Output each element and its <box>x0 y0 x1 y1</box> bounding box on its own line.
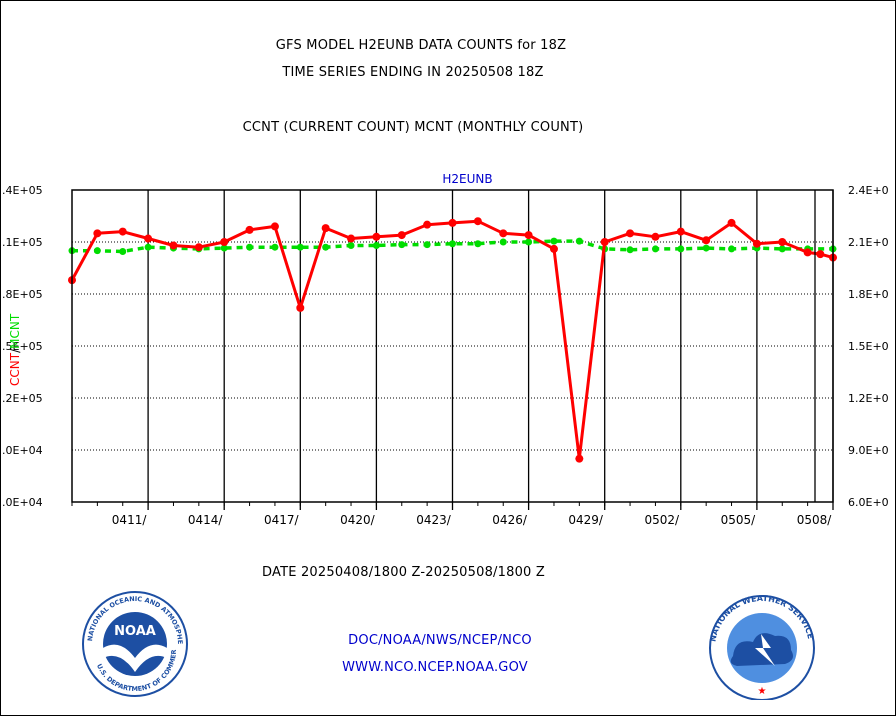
noaa-wordmark: NOAA <box>114 624 156 639</box>
left-tick-label: .8E+05 <box>2 288 43 301</box>
data-point-ccnt <box>575 454 584 463</box>
plot-frame <box>71 189 834 503</box>
nws-logo: NATIONAL WEATHER SERVICE ★ <box>708 594 815 700</box>
x-tick-label: 0423/ <box>416 513 452 527</box>
data-point-ccnt <box>816 250 825 259</box>
right-tick-label: 1.8E+0 <box>848 288 889 301</box>
data-point-mcnt <box>347 241 355 249</box>
data-point-mcnt <box>423 241 431 249</box>
x-tick-label: 0417/ <box>264 513 300 527</box>
series-line-ccnt <box>70 219 834 461</box>
data-point-ccnt <box>473 217 482 226</box>
left-tick-label: .2E+05 <box>2 392 43 405</box>
data-point-ccnt <box>220 238 229 246</box>
data-point-ccnt <box>93 229 102 238</box>
left-tick-label: .4E+05 <box>2 184 43 197</box>
x-tick-label: 0508/ <box>797 513 833 527</box>
x-tick-label: 0420/ <box>340 513 376 527</box>
data-point-ccnt <box>144 234 153 243</box>
noaa-logo: NATIONAL OCEANIC AND ATMOSPHERIC ADMINIS… <box>80 588 188 697</box>
data-point-ccnt <box>676 227 685 236</box>
data-point-ccnt <box>321 224 330 233</box>
y-axis-label: CCNT/MCNT <box>8 313 22 386</box>
data-point-mcnt <box>474 240 482 248</box>
data-point-ccnt <box>727 218 736 227</box>
data-point-ccnt <box>194 243 203 252</box>
x-tick-label: 0414/ <box>188 513 224 527</box>
right-tick-label: 9.0E+0 <box>848 444 889 457</box>
data-point-ccnt <box>499 229 508 238</box>
data-point-mcnt <box>651 245 659 253</box>
chart-title-line2: TIME SERIES ENDING IN 20250508 18Z <box>282 65 544 80</box>
data-point-mcnt <box>119 248 127 256</box>
data-point-ccnt <box>651 232 660 241</box>
data-point-ccnt <box>296 303 305 312</box>
data-point-mcnt <box>575 237 583 245</box>
data-point-mcnt <box>499 238 507 246</box>
data-point-ccnt <box>448 218 457 227</box>
data-point-ccnt <box>347 234 356 243</box>
data-point-mcnt <box>778 245 786 253</box>
data-point-mcnt <box>626 246 634 254</box>
right-tick-label: 2.1E+0 <box>848 236 889 249</box>
data-point-mcnt <box>372 241 380 249</box>
axis-labels: .0E+04 6.0E+0 .0E+04 9.0E+0 .2E+05 1.2E+0 .5E+… <box>2 172 889 527</box>
data-point-mcnt <box>550 237 558 245</box>
x-tick-label: 0411/ <box>112 513 148 527</box>
data-point-mcnt <box>271 243 279 251</box>
data-point-mcnt <box>144 243 152 251</box>
data-point-mcnt <box>677 245 685 253</box>
grid <box>72 189 834 503</box>
data-point-ccnt <box>524 231 533 240</box>
data-point-mcnt <box>449 240 456 248</box>
chart-subtitle: CCNT (CURRENT COUNT) MCNT (MONTHLY COUNT… <box>242 120 584 135</box>
chart: .0E+04 6.0E+0 .0E+04 9.0E+0 .2E+05 1.2E+0 .5E+… <box>2 172 889 527</box>
data-point-mcnt <box>296 243 304 251</box>
data-point-ccnt <box>626 229 635 238</box>
data-point-ccnt <box>600 238 609 246</box>
left-tick-label: .0E+04 <box>2 444 43 457</box>
data-point-ccnt <box>270 222 279 231</box>
x-tick-label: 0426/ <box>492 513 528 527</box>
data-point-ccnt <box>245 225 254 234</box>
noaa-inner-disc <box>103 612 167 676</box>
axes <box>71 189 834 510</box>
data-point-ccnt <box>423 220 432 229</box>
x-tick-label: 0429/ <box>568 513 604 527</box>
data-point-mcnt <box>322 243 330 251</box>
data-point-mcnt <box>398 241 406 249</box>
data-point-ccnt <box>752 239 761 248</box>
data-point-mcnt <box>220 244 228 252</box>
left-tick-label: .5E+05 <box>2 340 43 353</box>
chart-title-line1: GFS MODEL H2EUNB DATA COUNTS for 18Z <box>275 38 567 53</box>
chart-center-title: H2EUNB <box>442 172 492 186</box>
x-tick-label: 0505/ <box>721 513 757 527</box>
nws-lightning-icon <box>755 634 775 666</box>
data-point-ccnt <box>702 236 711 245</box>
data-point-mcnt <box>93 247 101 255</box>
right-tick-label: 2.4E+0 <box>848 184 889 197</box>
data-point-mcnt <box>525 238 533 246</box>
data-point-mcnt <box>728 245 736 253</box>
data-point-ccnt <box>549 244 558 253</box>
data-point-ccnt <box>803 248 812 257</box>
data-point-mcnt <box>246 243 254 251</box>
right-tick-label: 6.0E+0 <box>848 496 889 509</box>
x-tick-label: 0502/ <box>645 513 681 527</box>
right-tick-label: 1.2E+0 <box>848 392 889 405</box>
left-tick-label: .0E+04 <box>2 496 43 509</box>
left-tick-label: .1E+05 <box>2 236 43 249</box>
data-point-ccnt <box>372 232 381 241</box>
data-point-ccnt <box>397 231 406 240</box>
data-point-ccnt <box>778 238 787 246</box>
noaa-bird-icon <box>103 644 167 672</box>
footer-line2: WWW.NCO.NCEP.NOAA.GOV <box>342 660 528 675</box>
right-tick-label: 1.5E+0 <box>848 340 889 353</box>
data-point-ccnt <box>169 241 178 250</box>
data-point-ccnt <box>118 227 127 236</box>
date-range-label: DATE 20250408/1800 Z-20250508/1800 Z <box>262 565 545 580</box>
nws-star-icon: ★ <box>758 686 767 697</box>
footer-line1: DOC/NOAA/NWS/NCEP/NCO <box>348 633 532 648</box>
data-point-mcnt <box>702 244 710 252</box>
